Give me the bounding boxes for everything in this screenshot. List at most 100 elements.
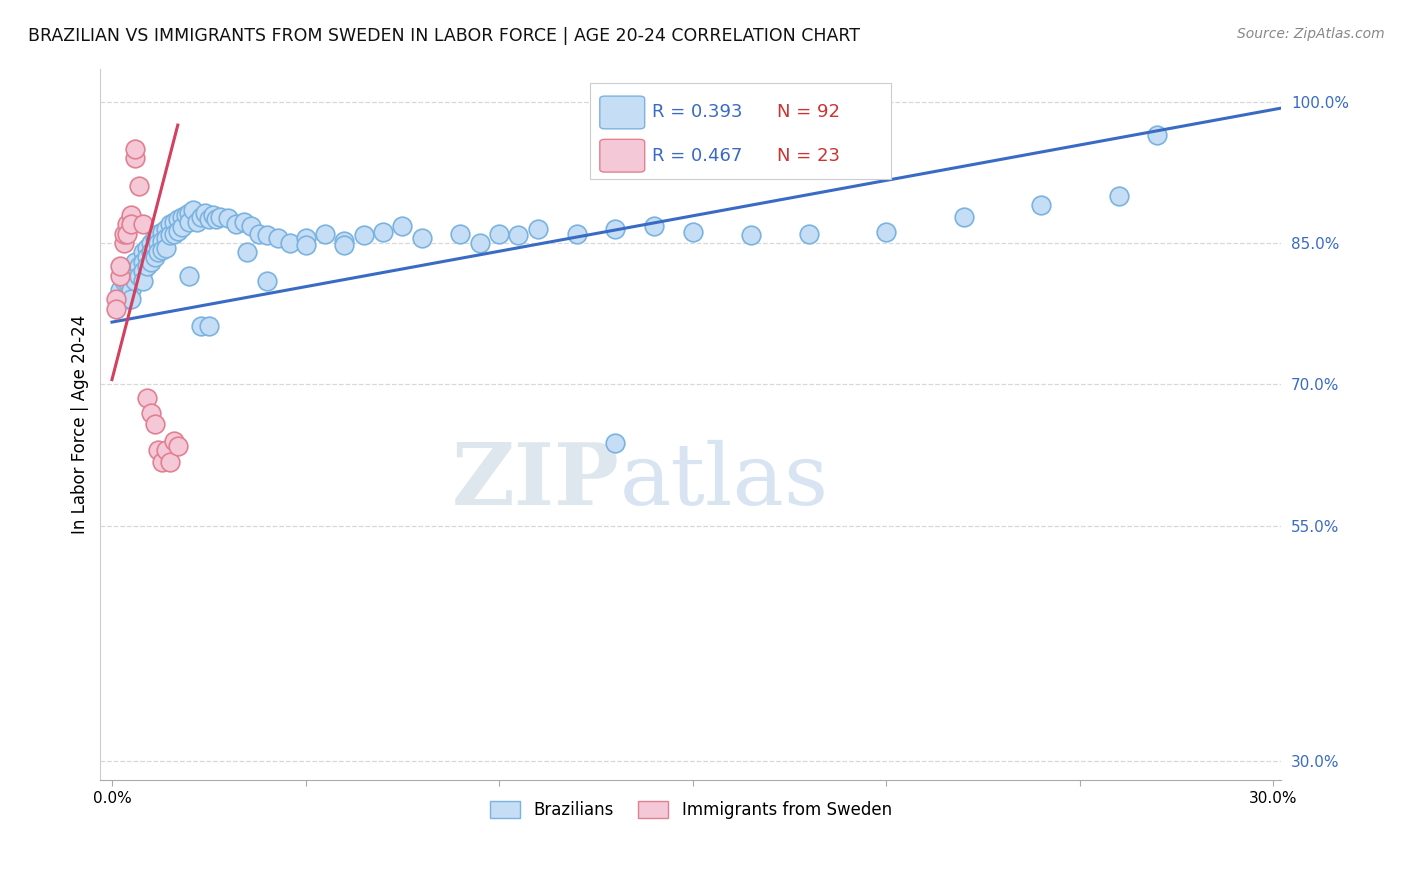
Immigrants from Sweden: [150, 455, 173, 469]
Brazilians: [278, 235, 301, 250]
Text: BRAZILIAN VS IMMIGRANTS FROM SWEDEN IN LABOR FORCE | AGE 20-24 CORRELATION CHART: BRAZILIAN VS IMMIGRANTS FROM SWEDEN IN L…: [28, 27, 860, 45]
Immigrants from Sweden: [117, 227, 139, 241]
FancyBboxPatch shape: [600, 96, 645, 128]
Brazilians: [952, 210, 974, 224]
Brazilians: [124, 254, 146, 268]
Brazilians: [179, 206, 201, 220]
Brazilians: [120, 293, 142, 307]
Brazilians: [875, 225, 897, 239]
Brazilians: [1029, 198, 1052, 212]
Brazilians: [112, 274, 135, 288]
Brazilians: [170, 210, 193, 224]
Brazilians: [148, 235, 170, 250]
Brazilians: [605, 435, 627, 450]
Brazilians: [148, 227, 170, 241]
Brazilians: [166, 212, 188, 227]
Immigrants from Sweden: [163, 434, 186, 448]
Brazilians: [797, 227, 820, 241]
Text: ZIP: ZIP: [453, 440, 620, 524]
Immigrants from Sweden: [120, 208, 142, 222]
Brazilians: [240, 219, 263, 233]
Brazilians: [150, 244, 173, 258]
Immigrants from Sweden: [108, 268, 131, 283]
Brazilians: [150, 234, 173, 248]
Brazilians: [128, 260, 150, 274]
Text: R = 0.467: R = 0.467: [652, 146, 742, 165]
Immigrants from Sweden: [104, 293, 127, 307]
Text: Source: ZipAtlas.com: Source: ZipAtlas.com: [1237, 27, 1385, 41]
Brazilians: [391, 219, 413, 233]
Brazilians: [117, 293, 139, 307]
Immigrants from Sweden: [108, 260, 131, 274]
Immigrants from Sweden: [117, 217, 139, 231]
Brazilians: [174, 208, 197, 222]
Brazilians: [333, 234, 356, 248]
Brazilians: [163, 227, 186, 241]
FancyBboxPatch shape: [591, 83, 891, 178]
Brazilians: [143, 231, 166, 245]
Brazilians: [1146, 128, 1168, 142]
Brazilians: [120, 264, 142, 278]
Brazilians: [186, 215, 208, 229]
Brazilians: [294, 237, 316, 252]
Brazilians: [148, 245, 170, 260]
Brazilians: [209, 210, 232, 224]
Brazilians: [166, 224, 188, 238]
Brazilians: [135, 260, 157, 274]
Brazilians: [1108, 188, 1130, 202]
Immigrants from Sweden: [112, 227, 135, 241]
Brazilians: [217, 211, 239, 226]
Brazilians: [132, 274, 155, 288]
Brazilians: [267, 231, 290, 245]
Brazilians: [294, 231, 316, 245]
Brazilians: [225, 217, 247, 231]
Immigrants from Sweden: [120, 217, 142, 231]
Immigrants from Sweden: [104, 301, 127, 316]
Text: atlas: atlas: [620, 440, 830, 523]
Brazilians: [135, 250, 157, 264]
Brazilians: [256, 228, 278, 243]
Brazilians: [565, 227, 588, 241]
Immigrants from Sweden: [135, 392, 157, 406]
Immigrants from Sweden: [148, 443, 170, 458]
Brazilians: [411, 231, 433, 245]
Brazilians: [256, 274, 278, 288]
Brazilians: [508, 228, 530, 243]
Brazilians: [527, 221, 550, 235]
Brazilians: [128, 268, 150, 283]
Brazilians: [190, 318, 212, 333]
Brazilians: [205, 212, 228, 227]
Brazilians: [117, 274, 139, 288]
Brazilians: [179, 215, 201, 229]
Brazilians: [314, 227, 336, 241]
Brazilians: [643, 219, 665, 233]
Text: N = 23: N = 23: [778, 146, 839, 165]
Text: R = 0.393: R = 0.393: [652, 103, 742, 121]
Brazilians: [139, 235, 162, 250]
Brazilians: [371, 225, 394, 239]
Brazilians: [159, 217, 181, 231]
Brazilians: [170, 219, 193, 234]
Brazilians: [247, 227, 270, 241]
Brazilians: [468, 235, 491, 250]
Immigrants from Sweden: [128, 179, 150, 194]
Brazilians: [488, 227, 510, 241]
Immigrants from Sweden: [124, 142, 146, 156]
Brazilians: [124, 264, 146, 278]
Brazilians: [143, 250, 166, 264]
Immigrants from Sweden: [112, 235, 135, 250]
Brazilians: [333, 237, 356, 252]
Brazilians: [163, 215, 186, 229]
Brazilians: [155, 231, 177, 245]
Brazilians: [132, 254, 155, 268]
Brazilians: [197, 212, 219, 227]
Immigrants from Sweden: [166, 439, 188, 453]
Brazilians: [740, 228, 762, 243]
Brazilians: [201, 208, 224, 222]
Brazilians: [353, 228, 375, 243]
Brazilians: [139, 254, 162, 268]
Text: N = 92: N = 92: [778, 103, 839, 121]
Brazilians: [236, 245, 259, 260]
Brazilians: [449, 227, 471, 241]
Brazilians: [139, 245, 162, 260]
